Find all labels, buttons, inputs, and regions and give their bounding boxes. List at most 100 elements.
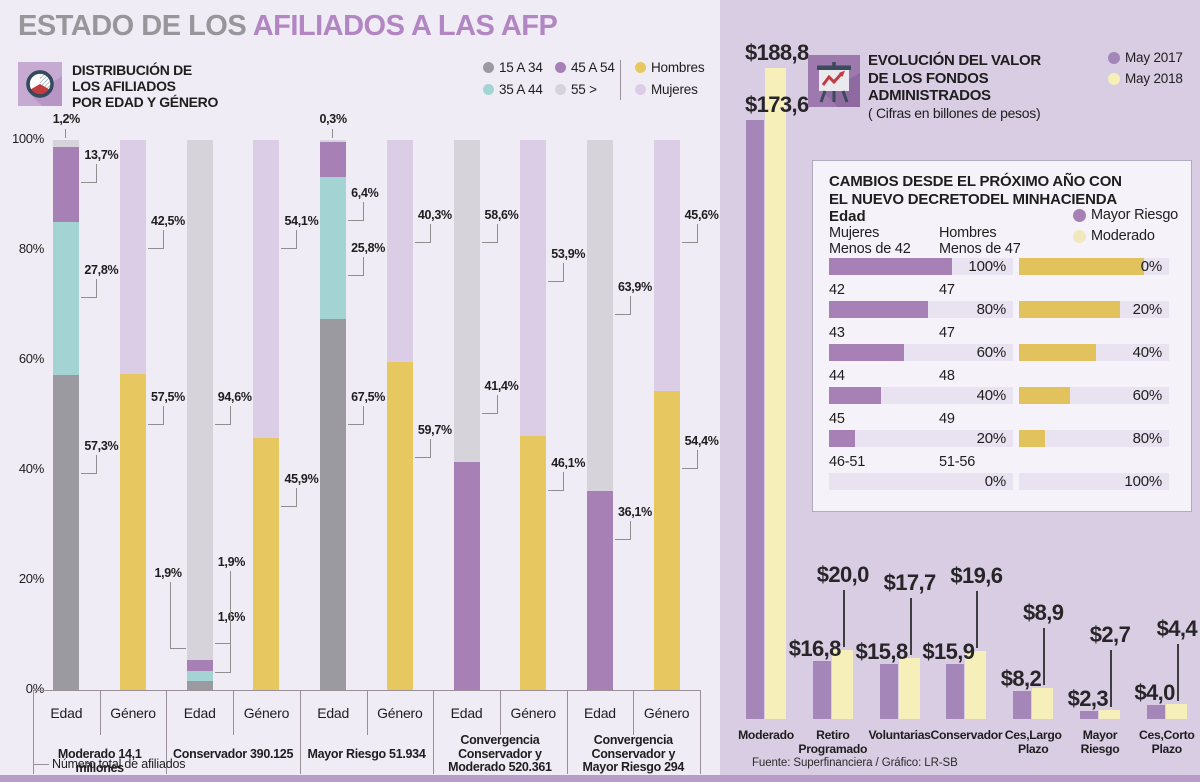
legend-item-mayor-riesgo: Mayor Riesgo: [1073, 207, 1178, 223]
label-connector: [148, 405, 165, 425]
moderado-track: 0%: [1019, 258, 1169, 275]
bottom-border: [0, 775, 1200, 782]
column-header-mujeres: Mujeres Menos de 42: [829, 225, 911, 257]
right-chart-title-line: ADMINISTRADOS: [868, 87, 991, 104]
percent-label: 1,6%: [217, 609, 246, 624]
bar-segment-55-: [453, 140, 480, 463]
percent-label: 94,6%: [217, 389, 252, 404]
genero-bar: [386, 140, 413, 690]
legend-item-may-2017: May 2017: [1108, 50, 1183, 65]
mayor-riesgo-value: 0%: [984, 473, 1006, 490]
right-chart-title-line: DE LOS FONDOS: [868, 69, 989, 87]
mayor-riesgo-value: 60%: [976, 344, 1007, 361]
mayor-riesgo-track: 60%: [829, 344, 1013, 361]
category-label: Mayor: [1082, 728, 1118, 742]
left-chart-title-line: LOS AFILIADOS: [72, 78, 176, 94]
label-connector: [548, 471, 565, 491]
legend-item-55-plus-dot: [555, 84, 566, 95]
moderado-track: 100%: [1019, 473, 1169, 490]
genero-bar: [653, 140, 680, 690]
decree-rows: 100% 0% 42 47 80% 20% 43 47 60% 40% 44 48 40% 60% 45 49…: [813, 161, 1193, 513]
table-sub-divider: [366, 690, 368, 735]
legend-item-45-a-54-dot: [555, 62, 566, 73]
percent-label: 36,1%: [617, 505, 652, 519]
moderado-track: 40%: [1019, 344, 1169, 361]
mayor-riesgo-fill: [829, 387, 881, 404]
age-label-mujeres: 45: [829, 411, 845, 427]
label-connector: [614, 521, 631, 540]
value-label-2018: $2,7: [1089, 621, 1131, 647]
label-connector: [81, 163, 98, 183]
value-label-2018: $188,8: [745, 39, 809, 65]
legend-item-mujeres-label: Mujeres: [651, 82, 698, 97]
label-connector: [348, 202, 365, 221]
table-cell-genero: Género: [377, 705, 423, 721]
leader-line: [1110, 649, 1112, 707]
legend-item-mujeres-dot: [635, 84, 646, 95]
bar-segment-mujeres: [653, 140, 680, 391]
pie-chart-icon: [18, 62, 62, 111]
label-connector: [681, 224, 698, 243]
fund-name: Convergencia: [460, 733, 540, 747]
table-sub-divider: [499, 690, 501, 735]
value-label-2017: $173,6: [745, 92, 809, 118]
may-2018-bar: [1165, 703, 1187, 719]
bar-segment-45-a-54: [320, 141, 347, 177]
table-group-divider: [33, 690, 34, 774]
value-label-2017: $15,8: [855, 639, 909, 665]
legend-item-may-2017-dot: [1108, 51, 1120, 64]
right-chart-title: EVOLUCIÓN DEL VALOR DE LOS FONDOS ADMINI…: [868, 52, 1068, 105]
table-cell-edad: Edad: [317, 705, 350, 721]
category-label: Voluntarias: [868, 728, 931, 742]
bar-segment-55-: [53, 140, 80, 147]
legend-item-15-a-34-dot: [483, 62, 494, 73]
funds-legend: May 2017 May 2018: [1108, 50, 1198, 94]
table-cell-edad: Edad: [50, 705, 83, 721]
age-label-hombres: 49: [939, 411, 955, 427]
bar-segment-45-a-54: [53, 146, 80, 222]
bar-segment-mujeres: [386, 140, 413, 362]
bar-segment-55-: [586, 140, 613, 492]
label-connector: [548, 262, 565, 282]
percent-label: 54,1%: [284, 213, 319, 228]
category-label: Ces,Largo: [1004, 728, 1062, 742]
legend-item-45-a-54: 45 A 54: [555, 60, 615, 75]
moderado-fill: [1019, 344, 1096, 361]
mayor-riesgo-value: 100%: [968, 258, 1006, 275]
age-label-hombres: 47: [939, 282, 955, 298]
col-header-line: Hombres: [939, 225, 997, 241]
legend-item-may-2017-label: May 2017: [1125, 50, 1183, 65]
leader-line: [909, 597, 912, 655]
legend-item-moderado-label: Moderado: [1091, 228, 1155, 244]
percent-label: 6,4%: [351, 186, 379, 200]
label-connector: [81, 455, 98, 474]
table-group-divider: [433, 690, 435, 774]
right-panel: $173,6 $188,8 Moderado $16,8 $20,0 Retiro Prog…: [720, 0, 1200, 782]
may-2017-bar: [812, 661, 831, 719]
leader-line: [1043, 628, 1046, 686]
percent-label: 45,9%: [284, 472, 319, 486]
bar-segment-55-: [320, 140, 347, 142]
legend-item-45-a-54-label: 45 A 54: [571, 60, 615, 75]
percent-label: 13,7%: [84, 147, 119, 162]
bar-segment-mujeres: [520, 140, 547, 437]
y-axis-label: 100%: [11, 131, 44, 146]
moderado-value: 80%: [1132, 430, 1163, 447]
percent-label: 45,6%: [684, 208, 719, 222]
may-2018-bar: [898, 657, 920, 719]
bar-segment-45-a-54: [586, 491, 613, 690]
legend-item-mujeres: Mujeres: [635, 82, 698, 97]
label-connector: [681, 449, 698, 469]
decree-age-label: Edad: [829, 208, 866, 225]
moderado-value: 60%: [1132, 387, 1163, 404]
percent-label: 1,9%: [154, 565, 182, 580]
may-2017-bar: [1146, 705, 1165, 719]
mayor-riesgo-track: 80%: [829, 301, 1013, 318]
percent-label: 1,2%: [52, 112, 81, 126]
mayor-riesgo-track: 100%: [829, 258, 1013, 275]
legend-item-hombres-dot: [635, 62, 646, 73]
category-label: Plazo: [1018, 741, 1049, 756]
legend-item-55-plus: 55 >: [555, 82, 597, 97]
edad-bar: [453, 140, 480, 690]
label-connector: [481, 394, 498, 414]
